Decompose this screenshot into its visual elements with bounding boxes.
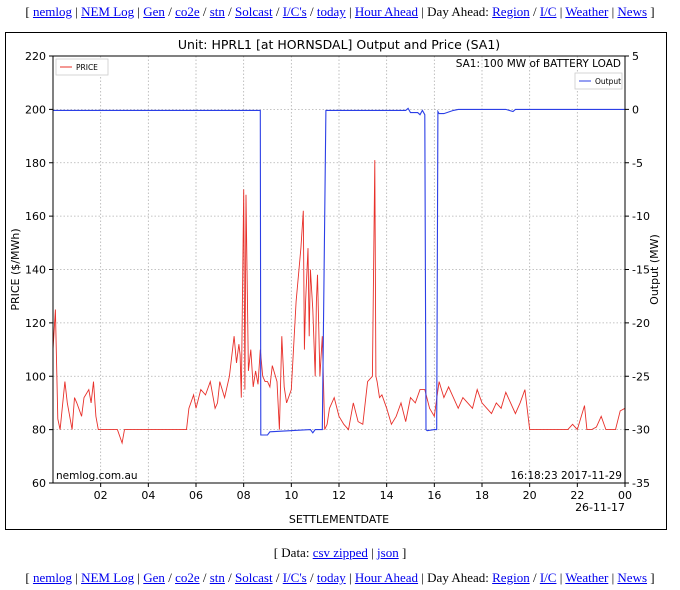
y-tick-label: 60 (32, 477, 46, 490)
bottom-nav-link-i-c[interactable]: I/C (539, 570, 557, 585)
x-tick-label: 08 (237, 489, 251, 502)
data-links-prefix: [ Data: (273, 545, 313, 560)
top-nav-link-co2e[interactable]: co2e (175, 4, 200, 19)
json-link[interactable]: json (377, 545, 399, 560)
x-tick-label: 18 (475, 489, 489, 502)
bottom-nav-link-gen[interactable]: Gen (143, 570, 165, 585)
y-axis-label: PRICE ($/MWh) (9, 228, 22, 310)
date-label: 26-11-17 (575, 501, 625, 514)
x-tick-label: 22 (570, 489, 584, 502)
x-tick-label: 14 (380, 489, 394, 502)
top-nav-link-news[interactable]: News (617, 4, 648, 19)
bottom-nav-link-region[interactable]: Region (492, 570, 530, 585)
y2-tick-label: -35 (632, 477, 650, 490)
y2-tick-label: 0 (632, 103, 639, 116)
y-tick-label: 180 (25, 157, 46, 170)
bottom-nav-link-nemlog[interactable]: nemlog (32, 570, 72, 585)
csv-zipped-link[interactable]: csv zipped (312, 545, 368, 560)
x-tick-label: 04 (141, 489, 155, 502)
price-series-line (52, 160, 626, 445)
top-nav-link-i-c[interactable]: I/C (539, 4, 557, 19)
top-nav-link-i-c-s[interactable]: I/C's (282, 4, 307, 19)
bottom-nav-link-stn[interactable]: stn (209, 570, 225, 585)
y2-tick-label: -25 (632, 370, 650, 383)
bottom-nav-link-solcast[interactable]: Solcast (235, 570, 273, 585)
y-tick-label: 100 (25, 370, 46, 383)
output-legend-label: Output (595, 77, 621, 86)
bottom-nav-link-i-c-s[interactable]: I/C's (282, 570, 307, 585)
x-tick-label: 02 (94, 489, 108, 502)
output-series-line (53, 107, 625, 436)
top-nav-label-day-ahead: Day Ahead: (427, 4, 489, 19)
bottom-nav-link-nem-log[interactable]: NEM Log (81, 570, 135, 585)
y2-tick-label: -10 (632, 210, 650, 223)
x-tick-label: 10 (284, 489, 298, 502)
bottom-nav-label-day-ahead: Day Ahead: (427, 570, 489, 585)
y-tick-label: 220 (25, 50, 46, 63)
data-links-suffix: ] (398, 545, 407, 560)
bottom-nav-link-hour-ahead[interactable]: Hour Ahead (354, 570, 419, 585)
top-nav-link-gen[interactable]: Gen (143, 4, 165, 19)
chart-subtitle: SA1: 100 MW of BATTERY LOAD (456, 58, 621, 70)
top-nav-link-region[interactable]: Region (492, 4, 530, 19)
bottom-nav-link-co2e[interactable]: co2e (175, 570, 200, 585)
top-nav-link-today[interactable]: today (316, 4, 346, 19)
y2-tick-label: 5 (632, 50, 639, 63)
top-nav-link-nemlog[interactable]: nemlog (32, 4, 72, 19)
x-tick-label: 06 (189, 489, 203, 502)
y-tick-label: 140 (25, 264, 46, 277)
y2-tick-label: -15 (632, 264, 650, 277)
y-tick-label: 160 (25, 210, 46, 223)
x-tick-label: 00 (618, 489, 632, 502)
watermark: nemlog.com.au (56, 470, 138, 482)
y2-tick-label: -30 (632, 424, 650, 437)
price-legend-box (55, 58, 109, 76)
top-nav-link-nem-log[interactable]: NEM Log (81, 4, 135, 19)
y2-tick-label: -5 (632, 157, 643, 170)
top-nav-link-weather[interactable]: Weather (565, 4, 609, 19)
top-nav: [ nemlog | NEM Log | Gen / co2e / stn / … (25, 4, 655, 19)
top-nav-link-hour-ahead[interactable]: Hour Ahead (354, 4, 419, 19)
y-tick-label: 120 (25, 317, 46, 330)
timestamp: 16:18:23 2017-11-29 (510, 470, 622, 482)
x-tick-label: 20 (523, 489, 537, 502)
bottom-nav-link-news[interactable]: News (617, 570, 648, 585)
chart-title: Unit: HPRL1 [at HORNSDAL] Output and Pri… (178, 37, 500, 52)
top-nav-link-solcast[interactable]: Solcast (235, 4, 273, 19)
y-tick-label: 200 (25, 103, 46, 116)
top-nav-link-stn[interactable]: stn (209, 4, 225, 19)
x-tick-label: 16 (427, 489, 441, 502)
y2-tick-label: -20 (632, 317, 650, 330)
bottom-nav: [ nemlog | NEM Log | Gen / co2e / stn / … (25, 570, 655, 585)
bottom-nav-link-weather[interactable]: Weather (565, 570, 609, 585)
x-tick-label: 12 (332, 489, 346, 502)
bottom-nav-link-today[interactable]: today (316, 570, 346, 585)
price-output-chart: 6080100120140160180200220-35-30-25-20-15… (9, 37, 661, 526)
price-legend-label: PRICE (76, 63, 98, 72)
y2-axis-label: Output (MW) (648, 234, 661, 305)
y-tick-label: 80 (32, 424, 46, 437)
x-axis-label: SETTLEMENTDATE (289, 513, 389, 526)
output-legend-box (574, 72, 623, 90)
data-links: [ Data: csv zipped | json ] (273, 545, 407, 560)
